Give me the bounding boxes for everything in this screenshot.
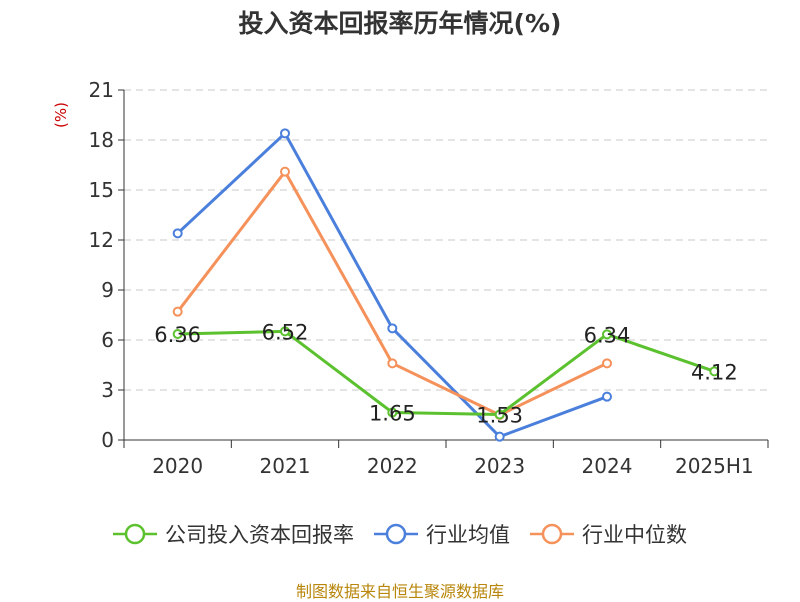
- data-label: 1.65: [369, 402, 416, 426]
- y-tick-label: 18: [89, 128, 114, 152]
- data-labels: 6.36 6.52 1.65 1.53 6.34 4.12: [154, 320, 737, 427]
- data-label: 6.52: [262, 320, 309, 344]
- data-point-0: [280, 326, 290, 337]
- legend-item-industry-median[interactable]: 行业中位数: [530, 519, 687, 549]
- series-line-2: [176, 170, 608, 417]
- data-point-0: [709, 366, 720, 377]
- data-point-2: [280, 166, 290, 177]
- x-tick-label: 2025H1: [675, 454, 754, 478]
- legend-marker-company: [113, 523, 157, 545]
- y-tick-label: 21: [89, 78, 114, 102]
- y-tick-label: 0: [101, 428, 114, 452]
- legend-item-company[interactable]: 公司投入资本回报率: [113, 519, 354, 549]
- series-line-1: [176, 131, 608, 439]
- data-point-2: [602, 358, 612, 369]
- y-tick-label: 3: [101, 378, 114, 402]
- legend-item-industry-mean[interactable]: 行业均值: [374, 519, 510, 549]
- legend-label-industry-median: 行业中位数: [582, 523, 687, 547]
- x-tick-label: 2024: [582, 454, 633, 478]
- data-point-1: [387, 323, 398, 334]
- legend-marker-industry-median: [530, 523, 574, 545]
- data-point-2: [387, 358, 398, 369]
- series-line-0: [177, 329, 715, 416]
- data-source-note: 制图数据来自恒生聚源数据库: [295, 582, 504, 601]
- x-tick-label: 2020: [152, 454, 203, 478]
- y-tick-label: 6: [101, 328, 114, 352]
- grid-lines: [124, 89, 768, 391]
- x-tick-label: 2022: [367, 454, 418, 478]
- data-point-0: [602, 329, 612, 340]
- data-point-1: [280, 128, 290, 139]
- y-tick-label: 9: [101, 278, 114, 302]
- series-lines: [172, 128, 720, 442]
- data-point-1: [602, 391, 612, 402]
- legend-label-company: 公司投入资本回报率: [165, 523, 354, 547]
- legend: 公司投入资本回报率 行业均值 行业中位数: [0, 519, 800, 549]
- legend-label-industry-mean: 行业均值: [426, 523, 510, 547]
- data-point-2: [172, 306, 183, 317]
- chart-title: 投入资本回报率历年情况(%): [238, 9, 562, 38]
- y-tick-label: 15: [89, 178, 114, 202]
- x-tick-label: 2021: [260, 454, 311, 478]
- data-point-1: [494, 431, 505, 442]
- data-point-0: [172, 329, 183, 339]
- data-point-0: [494, 409, 505, 420]
- data-point-1: [172, 228, 183, 239]
- legend-marker-industry-mean: [374, 523, 418, 545]
- x-tick-label: 2023: [474, 454, 525, 478]
- axes: 0 3 6 9 12 15 18 21 2020 2021 2022 2023 2024 2025H1: [89, 78, 769, 478]
- data-label: 6.36: [154, 323, 201, 347]
- data-label: 6.34: [584, 323, 631, 347]
- y-tick-label: 12: [89, 228, 114, 252]
- data-label: 4.12: [691, 360, 738, 384]
- data-point-0: [387, 407, 398, 418]
- data-label: 1.53: [476, 404, 523, 428]
